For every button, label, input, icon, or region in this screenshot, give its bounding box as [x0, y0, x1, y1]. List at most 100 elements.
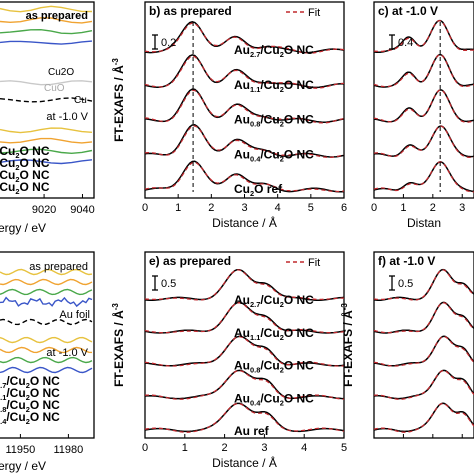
panel-e-fit-4	[144, 269, 344, 301]
panel-b-spectrum-0	[144, 160, 345, 193]
panel-e-xtick-label-0: 0	[142, 442, 148, 454]
panel-b-scalebar-label: 0.2	[161, 37, 176, 49]
annotation-au-foil: Au foil	[59, 309, 90, 321]
xanes-au-series-2	[0, 288, 93, 296]
panel-b-xtick-label-3: 3	[241, 202, 247, 214]
panel-c-spectrum-3	[373, 53, 474, 88]
legend-cu-xanes-3: /Cu2O NC	[0, 180, 50, 196]
annotation-as-prepared: as prepared	[26, 10, 88, 22]
panel-e-sample-label-3: Au0.4/Cu2O NC	[234, 391, 314, 407]
panel-c-fit-4	[373, 19, 474, 53]
panel-panel-e-frame	[144, 251, 345, 439]
panel-c-spectrum-4	[373, 19, 474, 54]
annotation-cu2o: Cu2O	[48, 67, 74, 78]
panel-f-title: f) at -1.0 V	[378, 254, 435, 268]
panel-c-xtick-label-3: 3	[459, 202, 465, 214]
a-top-xlabel: ergy / eV	[0, 221, 46, 235]
panel-e-fit-3	[144, 302, 345, 334]
xanes-au-series-6	[0, 346, 93, 354]
panel-e-xtick-label-2: 2	[222, 442, 228, 454]
panel-c-spectrum-1	[373, 125, 474, 158]
legend-au-xanes-3: 0.4/Cu2O NC	[0, 410, 60, 426]
panel-b-xtick-label-6: 6	[341, 202, 347, 214]
panel-b-legend-fit-label: Fit	[308, 7, 320, 19]
panel-c-xtick-label-2: 2	[430, 202, 436, 214]
panel-f-spectrum-0	[373, 402, 474, 433]
panel-b-xtick-label-2: 2	[208, 202, 214, 214]
panel-panel-f-frame	[373, 251, 474, 439]
xanes-au-series-1	[0, 278, 93, 286]
panel-e-spectrum-0	[144, 402, 345, 433]
panel-b-fit-0	[144, 161, 345, 193]
panel-c-fit-2	[373, 89, 474, 123]
panel-b-xtick-label-1: 1	[175, 202, 181, 214]
panel-e-xlabel: Distance / Å	[212, 455, 277, 470]
xanes-au-series-5	[0, 336, 93, 344]
panel-e-fit-0	[144, 402, 345, 433]
xanes-cu-series-0	[0, 5, 93, 13]
legend-cu-xanes-0: /Cu2O NC	[0, 144, 50, 160]
annotation-at-minus1v: at -1.0 V	[46, 111, 88, 123]
a-bottom-xtick-label-1: 11980	[54, 444, 84, 456]
a-bottom-xlabel: ergy / eV	[0, 459, 46, 473]
panel-b-xtick-label-0: 0	[142, 202, 148, 214]
panel-b-xtick-label-5: 5	[308, 202, 314, 214]
panel-b-fit-4	[144, 22, 345, 54]
panel-e-legend-fit-label: Fit	[308, 257, 320, 269]
panel-e-xtick-label-4: 4	[301, 442, 307, 454]
xanes-au-series-8	[0, 366, 93, 374]
panel-c-fit-0	[373, 161, 474, 193]
panel-b-ylabel: FT-EXAFS / Å-3	[111, 58, 126, 142]
xanes-cu-series-6	[0, 127, 93, 134]
panel-e-xtick-label-1: 1	[182, 442, 188, 454]
panel-c-title: c) at -1.0 V	[378, 4, 438, 18]
panel-e-sample-label-2: Au0.8/Cu2O NC	[234, 359, 314, 375]
panel-f-fit-2	[373, 335, 474, 367]
panel-f-ylabel: FT-EXAFS / Å-3	[340, 303, 355, 387]
panel-b-sample-label-4: Cu2O ref	[234, 182, 283, 198]
annotation-au-at-minus1v: at -1.0 V	[46, 347, 88, 359]
panel-b-sample-label-3: Au0.4/Cu2O NC	[234, 147, 314, 163]
panel-e-fit-1	[144, 369, 345, 400]
panel-c-scalebar-label: 0.4	[398, 37, 413, 49]
legend-au-xanes-2: 0.8/Cu2O NC	[0, 398, 60, 414]
panel-e-sample-label-0: Au2.7/Cu2O NC	[234, 293, 314, 309]
panel-c-fit-1	[373, 125, 474, 159]
panel-f-scalebar-label: 0.5	[398, 278, 413, 290]
panel-b-spectrum-1	[144, 124, 345, 158]
panel-a-top-frame	[0, 1, 95, 199]
panel-f-spectrum-1	[373, 369, 474, 400]
xanes-cu-series-2	[0, 28, 93, 35]
xanes-cu-series-7	[0, 137, 93, 144]
panel-e-sample-label-1: Au1.1/Cu2O NC	[234, 326, 314, 342]
panel-e-xtick-label-5: 5	[341, 442, 347, 454]
panel-f-fit-1	[373, 369, 474, 400]
panel-panel-b-frame	[144, 1, 345, 199]
panel-c-xtick-label-1: 1	[400, 202, 406, 214]
panel-a-bottom-frame	[0, 251, 95, 439]
panel-f-fit-4	[373, 269, 474, 301]
panel-e-xtick-label-3: 3	[261, 442, 267, 454]
panel-b-fit-1	[144, 125, 345, 158]
panel-b-fit-3	[144, 55, 345, 89]
annotation-cu: Cu	[74, 95, 87, 106]
panel-c-xlabel: Distan	[407, 216, 441, 230]
xanes-cu-series-9	[0, 159, 93, 165]
panel-panel-c-frame	[373, 1, 474, 199]
panel-e-scalebar-label: 0.5	[161, 278, 176, 290]
panel-e-spectrum-1	[144, 369, 345, 400]
a-top-xtick-label-0: 9020	[32, 204, 56, 216]
panel-b-sample-label-0: Au2.7/Cu2O NC	[234, 43, 314, 59]
legend-cu-xanes-1: /Cu2O NC	[0, 156, 50, 172]
panel-b-fit-2	[144, 89, 345, 124]
xanes-au-series-4	[0, 318, 93, 326]
panel-f-fit-3	[373, 302, 474, 334]
panel-b-title: b) as prepared	[149, 4, 232, 18]
legend-au-xanes-1: 1.1/Cu2O NC	[0, 386, 60, 402]
a-top-xtick-label-1: 9040	[70, 204, 94, 216]
panel-c-spectrum-0	[373, 161, 474, 193]
xanes-au-series-7	[0, 356, 93, 364]
panel-b-spectrum-3	[144, 54, 345, 89]
a-bottom-xtick-label-0: 11950	[6, 444, 36, 456]
panel-c-xtick-label-0: 0	[371, 202, 377, 214]
